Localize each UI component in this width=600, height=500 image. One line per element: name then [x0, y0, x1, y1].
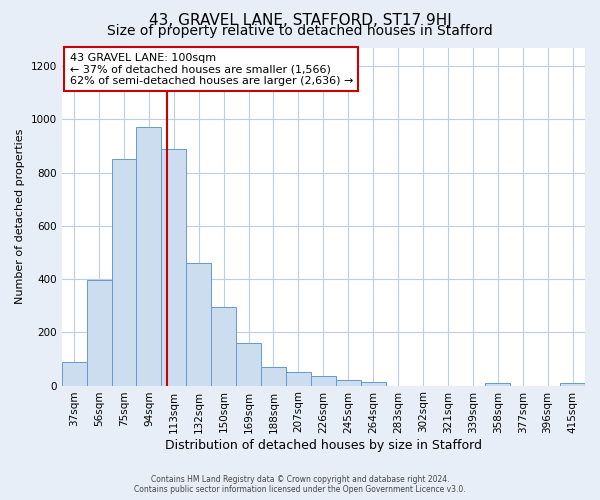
Bar [86, 280, 112, 386]
Bar [485, 383, 510, 386]
Bar [186, 263, 211, 386]
Text: 43, GRAVEL LANE, STAFFORD, ST17 9HJ: 43, GRAVEL LANE, STAFFORD, ST17 9HJ [149, 12, 451, 28]
Bar [336, 380, 361, 386]
Bar [361, 382, 386, 386]
Bar [136, 128, 161, 386]
Bar [211, 307, 236, 386]
Bar [112, 160, 136, 386]
Bar [311, 376, 336, 386]
X-axis label: Distribution of detached houses by size in Stafford: Distribution of detached houses by size … [165, 440, 482, 452]
Bar [236, 343, 261, 386]
Bar [62, 362, 86, 386]
Text: Size of property relative to detached houses in Stafford: Size of property relative to detached ho… [107, 24, 493, 38]
Bar [560, 383, 585, 386]
Bar [286, 372, 311, 386]
Text: 43 GRAVEL LANE: 100sqm
← 37% of detached houses are smaller (1,566)
62% of semi-: 43 GRAVEL LANE: 100sqm ← 37% of detached… [70, 52, 353, 86]
Text: Contains HM Land Registry data © Crown copyright and database right 2024.
Contai: Contains HM Land Registry data © Crown c… [134, 474, 466, 494]
Y-axis label: Number of detached properties: Number of detached properties [15, 129, 25, 304]
Bar [161, 148, 186, 386]
Bar [261, 367, 286, 386]
